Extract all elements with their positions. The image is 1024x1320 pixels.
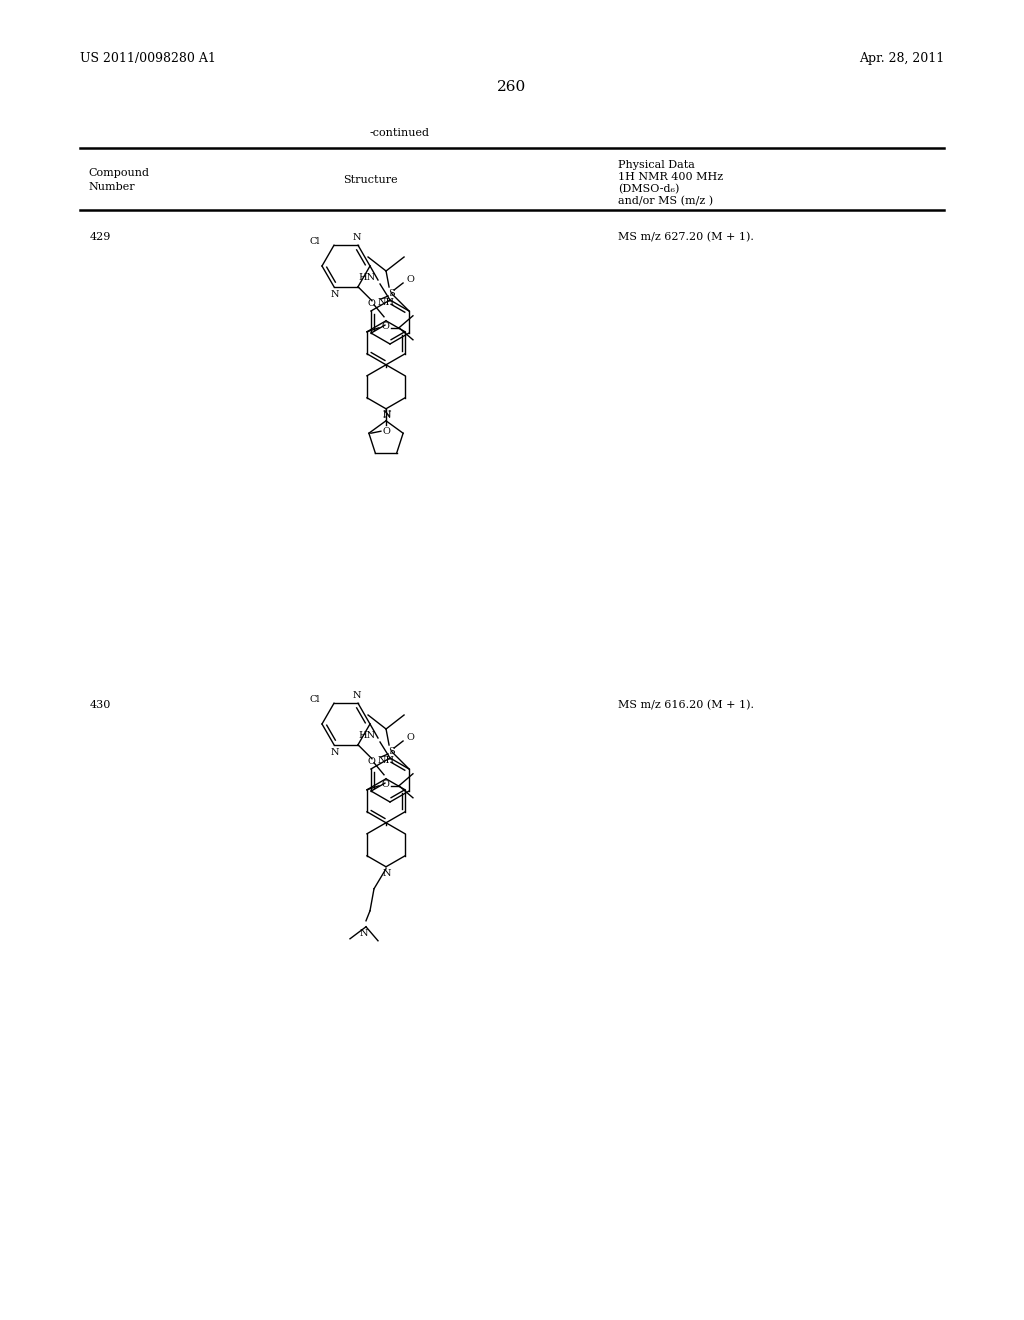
Text: O: O <box>368 756 375 766</box>
Text: NH: NH <box>378 756 395 766</box>
Text: Compound: Compound <box>88 168 150 178</box>
Text: Cl: Cl <box>309 694 319 704</box>
Text: Physical Data: Physical Data <box>618 160 695 170</box>
Text: 1H NMR 400 MHz: 1H NMR 400 MHz <box>618 172 723 182</box>
Text: N: N <box>352 690 361 700</box>
Text: MS m/z 627.20 (M + 1).: MS m/z 627.20 (M + 1). <box>618 232 754 243</box>
Text: NH: NH <box>378 298 395 308</box>
Text: 430: 430 <box>90 700 112 710</box>
Text: HN: HN <box>358 731 376 741</box>
Text: O: O <box>383 426 391 436</box>
Text: US 2011/0098280 A1: US 2011/0098280 A1 <box>80 51 216 65</box>
Text: N: N <box>359 929 369 937</box>
Text: 429: 429 <box>90 232 112 242</box>
Text: Apr. 28, 2011: Apr. 28, 2011 <box>859 51 944 65</box>
Text: HN: HN <box>358 273 376 282</box>
Text: O: O <box>381 322 389 331</box>
Text: (DMSO-d₆): (DMSO-d₆) <box>618 183 679 194</box>
Text: Cl: Cl <box>309 236 319 246</box>
Text: S: S <box>388 289 394 297</box>
Text: N: N <box>383 411 391 420</box>
Text: Structure: Structure <box>343 176 397 185</box>
Text: O: O <box>407 275 414 284</box>
Text: Number: Number <box>88 182 134 191</box>
Text: O: O <box>381 780 389 789</box>
Text: N: N <box>383 869 391 878</box>
Text: N: N <box>331 290 339 300</box>
Text: N: N <box>331 748 339 758</box>
Text: 260: 260 <box>498 81 526 94</box>
Text: S: S <box>388 747 394 755</box>
Text: -continued: -continued <box>370 128 430 139</box>
Text: MS m/z 616.20 (M + 1).: MS m/z 616.20 (M + 1). <box>618 700 754 710</box>
Text: N: N <box>352 232 361 242</box>
Text: O: O <box>407 733 414 742</box>
Text: and/or MS (m/z ): and/or MS (m/z ) <box>618 195 713 206</box>
Text: O: O <box>368 298 375 308</box>
Text: N: N <box>383 409 391 418</box>
